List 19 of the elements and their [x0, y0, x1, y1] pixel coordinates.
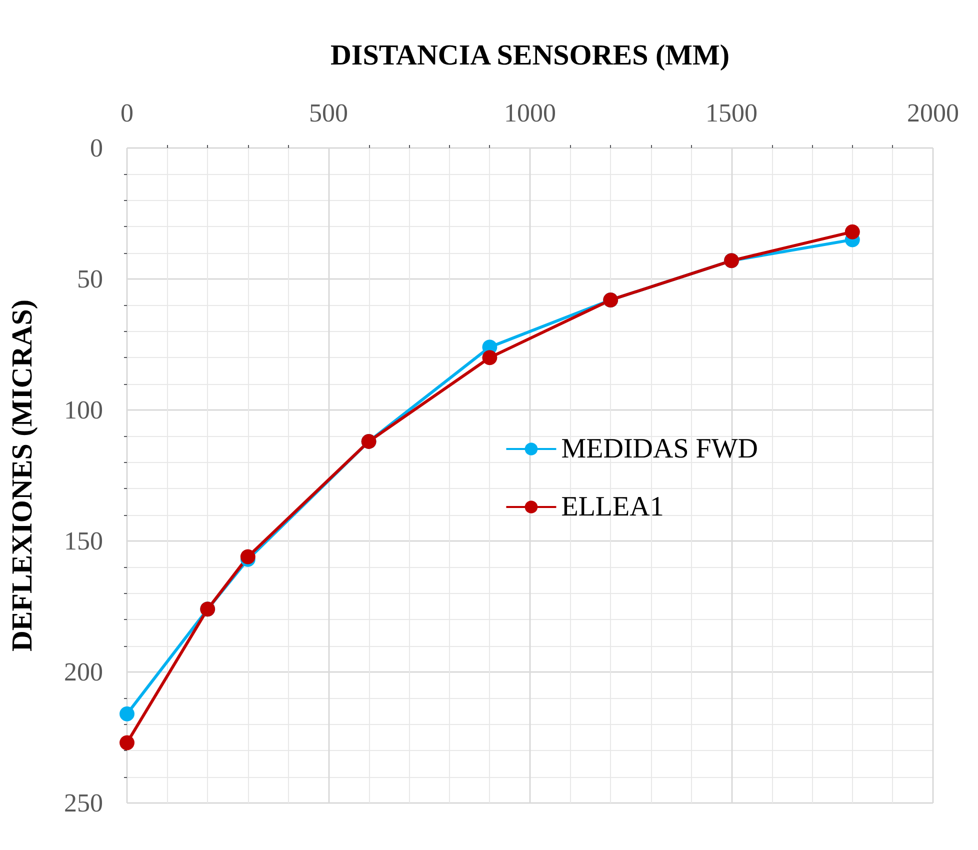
x-axis-title: DISTANCIA SENSORES (MM): [330, 40, 730, 72]
point: [120, 706, 134, 722]
x-tick-label: 1000: [504, 98, 556, 128]
x-tick-label: 2000: [907, 98, 959, 128]
x-tick-label: 500: [309, 98, 348, 128]
y-tick-label: 100: [64, 396, 103, 424]
legend-label: ELLEA1: [561, 492, 664, 522]
y-tick-label: 0: [90, 134, 103, 162]
y-tick-label: 150: [64, 526, 103, 556]
point: [120, 735, 134, 750]
point: [844, 224, 860, 240]
point: [482, 350, 498, 366]
y-tick-label: 200: [64, 658, 103, 686]
y-axis-title: DEFLEXIONES (MICRAS): [6, 299, 38, 652]
legend-label: MEDIDAS FWD: [561, 434, 758, 464]
y-tick-label: 50: [77, 264, 103, 294]
x-tick-label: 0: [120, 98, 134, 128]
x-tick-label: 1500: [706, 98, 758, 128]
y-tick-label: 250: [64, 788, 103, 818]
